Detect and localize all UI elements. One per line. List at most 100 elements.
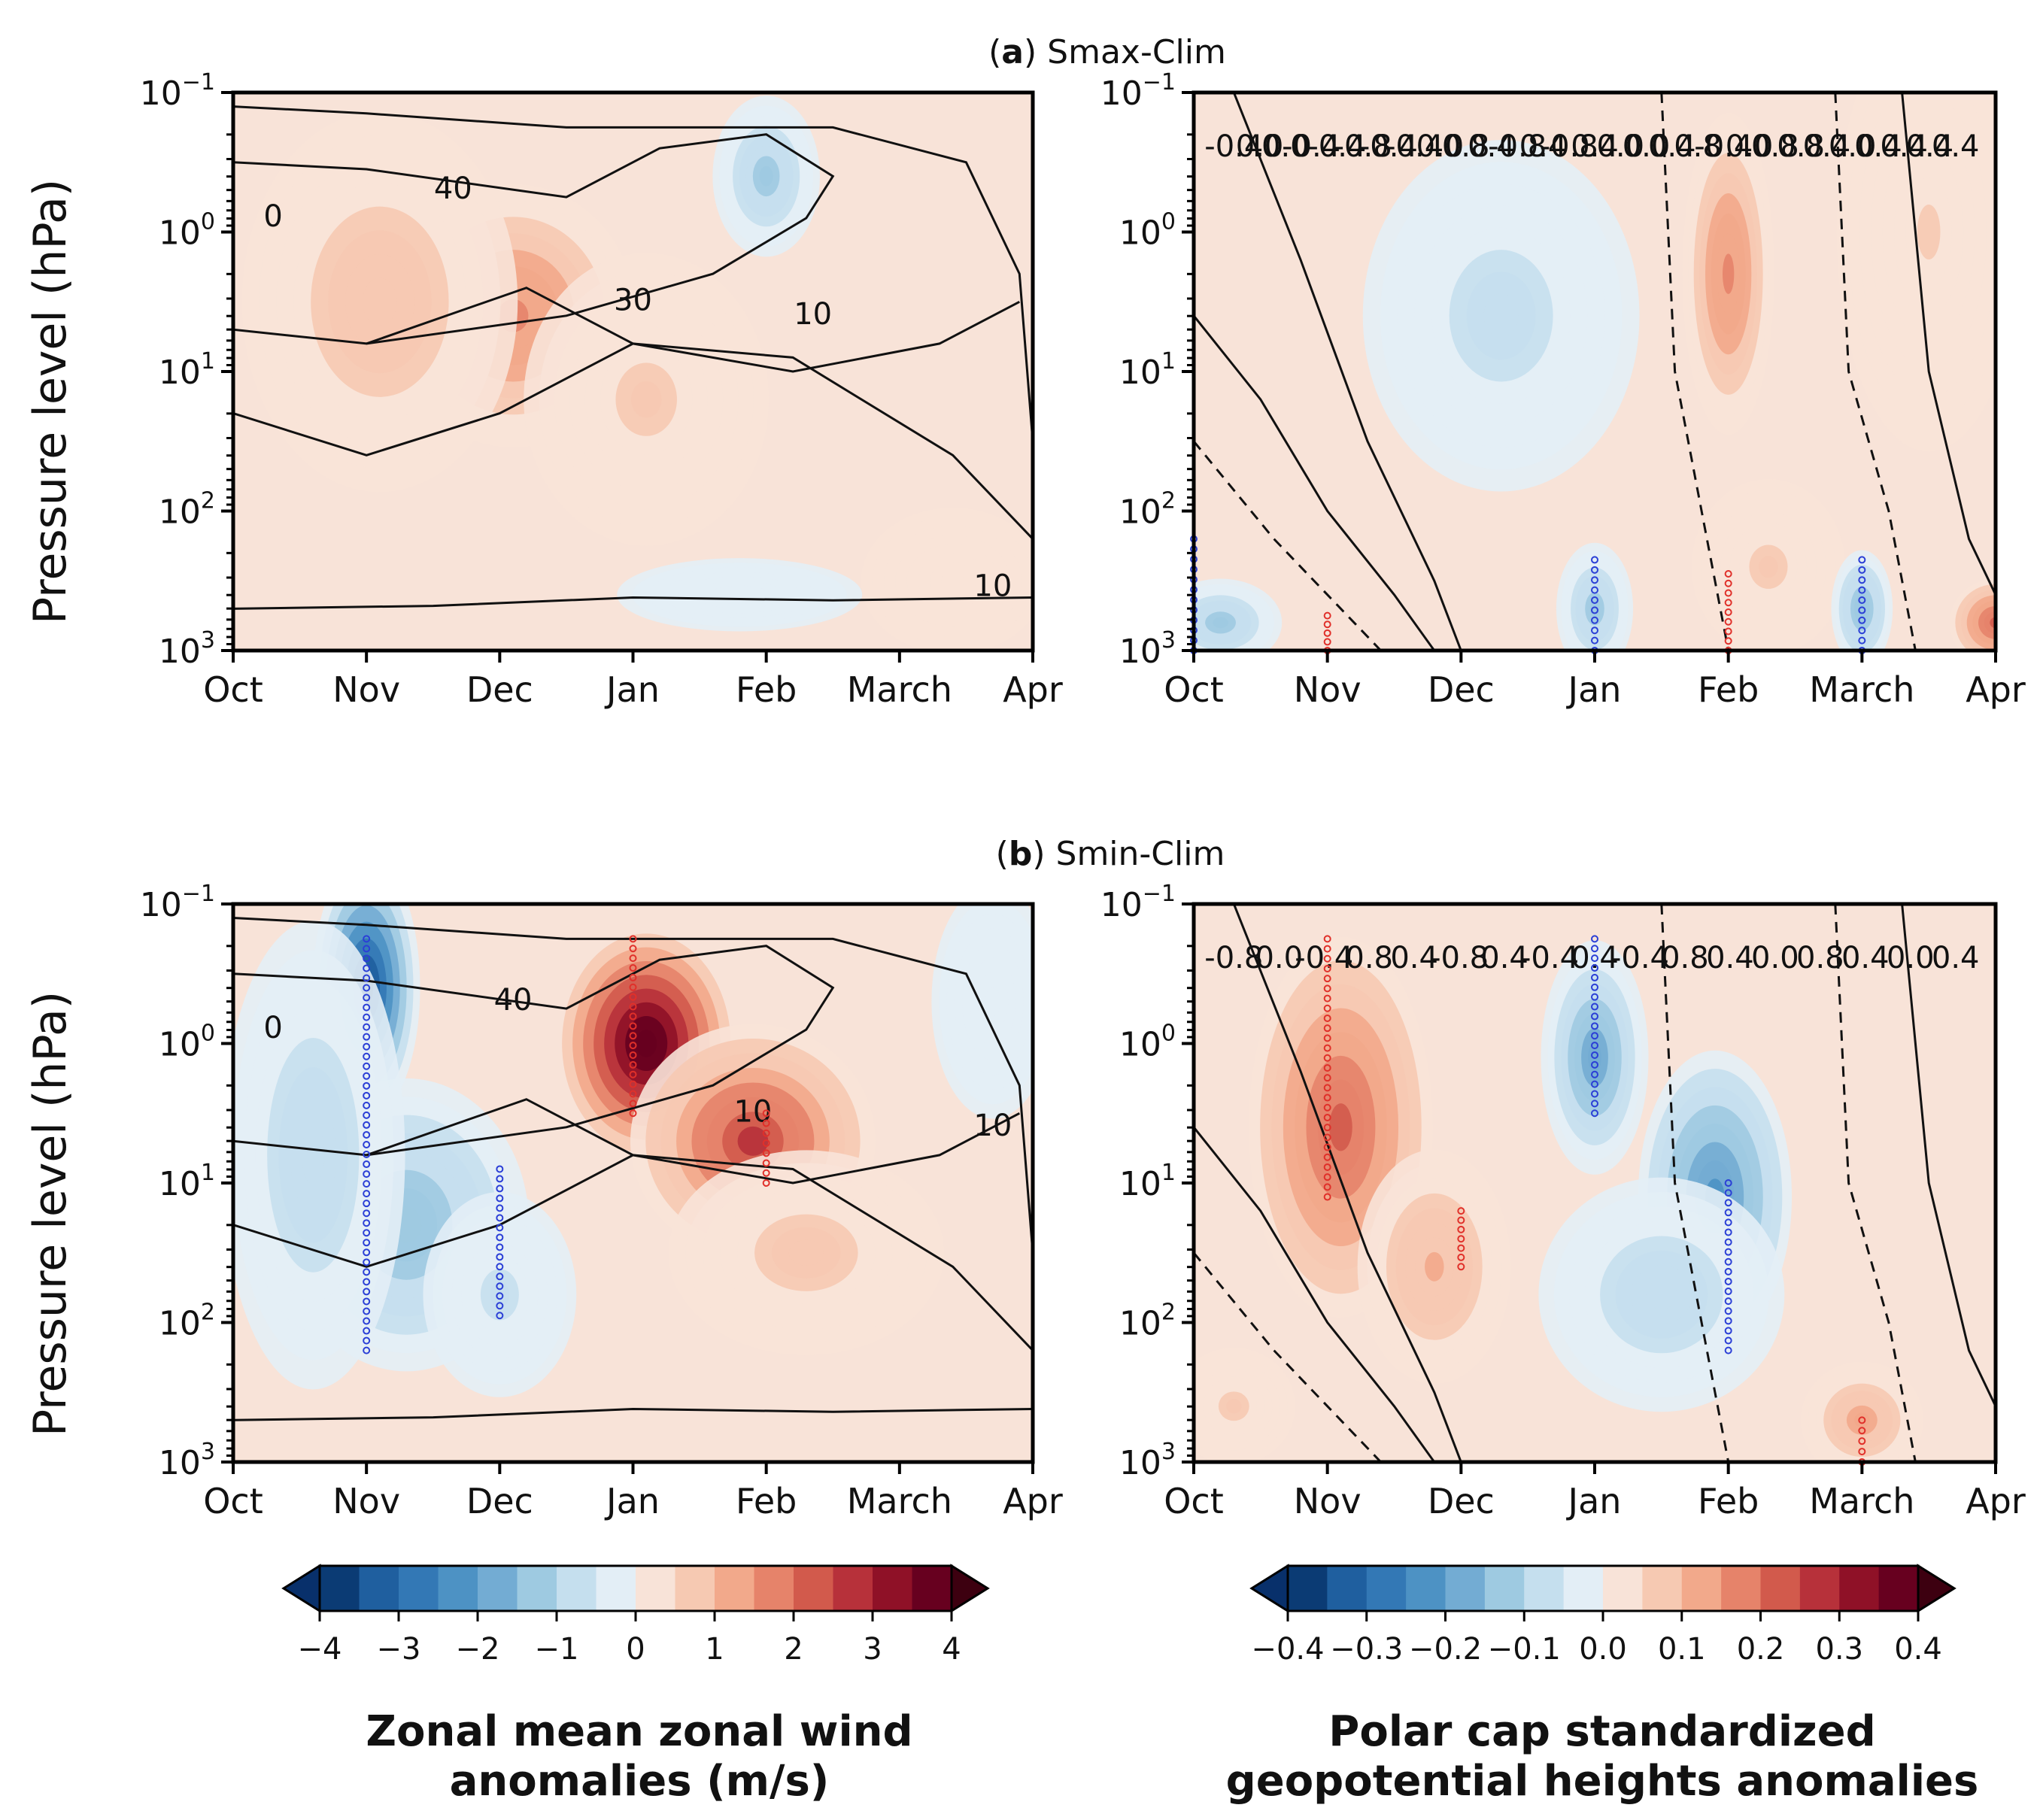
contour-label-13: 0.8 [1796, 941, 1844, 975]
significance-dot-1-9 [496, 1253, 504, 1261]
colorbar-tick-label: 0.1 [1658, 1632, 1706, 1667]
significance-dot-0-24 [363, 1170, 371, 1178]
significance-dot-3-3 [762, 1139, 770, 1147]
colorbar-swatch [1878, 1566, 1919, 1611]
colorbar-swatch [596, 1566, 636, 1611]
colorbar-swatch [1603, 1566, 1643, 1611]
significance-dot-0-9 [1323, 1024, 1331, 1033]
significance-dot-3-7 [1858, 626, 1866, 635]
contour-label-15: 0.0 [1596, 129, 1644, 164]
significance-dot-2-15 [1591, 1080, 1598, 1088]
significance-dot-0-18 [363, 1111, 371, 1119]
significance-dot-2-13 [629, 1060, 637, 1069]
significance-dot-2-14 [629, 1070, 637, 1078]
colorbar-swatch [1760, 1566, 1801, 1611]
anomaly-blob-5 [1213, 617, 1228, 629]
significance-dot-0-4 [363, 974, 371, 982]
significance-dot-0-4 [1323, 975, 1331, 983]
y-tick-label: 101 [159, 1160, 215, 1203]
significance-dot-0-14 [363, 1072, 371, 1080]
significance-dot-0-12 [1323, 1054, 1331, 1062]
contour-label-12: 0.0 [1751, 941, 1799, 975]
contour-label-27: 0.4 [1906, 129, 1954, 164]
colorbar-tick-label: −0.2 [1409, 1632, 1482, 1667]
significance-dot-0-0 [1323, 611, 1331, 620]
anomaly-field [233, 904, 1033, 1462]
y-tick-label: 100 [1119, 209, 1176, 253]
significance-dot-2-5 [629, 983, 637, 991]
colorbar-tick-label: −2 [456, 1632, 500, 1667]
contour-label-21: 0.8 [1751, 129, 1799, 164]
significance-dot-0-18 [1323, 1113, 1331, 1121]
significance-dot-2-5 [1591, 983, 1598, 991]
y-tick-label: 101 [1119, 348, 1176, 392]
significance-dot-2-11 [629, 1042, 637, 1050]
significance-dot-4-2 [1858, 1437, 1866, 1445]
significance-dots [1323, 935, 1866, 1466]
significance-dot-3-6 [762, 1169, 770, 1177]
significance-dot-1-5 [496, 1214, 504, 1222]
significance-dot-2-9 [1591, 1022, 1598, 1030]
significance-dot-1-5 [1457, 1253, 1465, 1261]
panel-a-right: -0.40.00.0-0.4-0.4-0.8-0.4-0.40.00.80.4-… [1100, 69, 2026, 710]
anomaly-blob-2 [302, 1125, 325, 1185]
significance-dot-0-6 [1323, 994, 1331, 1003]
significance-dot-2-0 [1724, 569, 1732, 578]
significance-dot-2-12 [629, 1051, 637, 1059]
significance-dot-1-1 [1457, 1216, 1465, 1224]
colorbar-swatch [1406, 1566, 1446, 1611]
significance-dot-1-8 [496, 1243, 504, 1251]
panel-b-title: (b) Smin-Clim [995, 835, 1225, 873]
y-axis-label-a: Pressure level (hPa) [24, 178, 77, 624]
significance-dot-0-19 [363, 1121, 371, 1129]
significance-dot-0-23 [1323, 1163, 1331, 1171]
contour-line-2 [1232, 904, 1462, 1462]
significance-dot-2-4 [629, 973, 637, 981]
anomaly-blob-0 [1483, 293, 1519, 338]
contour-label-10: 0.8 [1661, 941, 1709, 975]
contour-label-15: 0.0 [1887, 941, 1935, 975]
contour-label-19: -0.4 [1694, 129, 1753, 164]
significance-dot-2-0 [629, 935, 637, 943]
significance-dot-3-17 [1724, 1346, 1732, 1354]
y-axis: 10−1 100 101 102 103 [140, 881, 233, 1482]
panel-b-right: -0.80.0-0.40.80.4-0.80.4-0.40.4-0.40.80.… [1100, 881, 2026, 1521]
x-tick-label: March [1809, 669, 1914, 710]
contour-line-0 [233, 105, 1033, 441]
significance-dot-0-42 [363, 1346, 371, 1354]
significance-dot-3-8 [1858, 636, 1866, 645]
contour-line-1 [233, 945, 835, 1157]
contour-label-0: 0 [263, 1011, 282, 1045]
significance-dot-4-1 [1858, 1427, 1866, 1435]
contour-line-1 [1194, 1251, 1382, 1462]
x-tick-label: Feb [736, 669, 797, 710]
significance-dot-1-0 [1457, 1207, 1465, 1215]
anomaly-blob-7 [985, 987, 1001, 1017]
significance-dot-3-7 [1724, 1248, 1732, 1256]
contour-label-0: -0.8 [1204, 941, 1263, 975]
colorbar-swatch [399, 1566, 439, 1611]
contour-label-23: 0.4 [1803, 129, 1851, 164]
contour-label-5: -0.8 [1430, 941, 1489, 975]
significance-dot-0-1 [363, 945, 371, 953]
significance-dot-3-3 [1724, 1209, 1732, 1217]
colorbar-swatch [1563, 1566, 1604, 1611]
anomaly-blob-0 [1329, 1103, 1352, 1151]
contour-label-3: -0.4 [1282, 129, 1340, 164]
contour-label-3: 10 [794, 297, 832, 332]
significance-dot-3-4 [1724, 1218, 1732, 1227]
x-tick-label: Apr [1966, 669, 2026, 710]
significance-dot-3-13 [1724, 1307, 1732, 1315]
y-axis: 10−1 100 101 102 103 [1100, 881, 1194, 1482]
y-axis: 10−1 100 101 102 103 [140, 69, 233, 671]
colorbar-extend-low [281, 1564, 321, 1613]
significance-dot-0-36 [363, 1288, 371, 1296]
x-tick-label: March [847, 669, 952, 710]
significance-dot-0-19 [1323, 1124, 1331, 1132]
significance-dot-0-11 [1323, 1044, 1331, 1052]
x-tick-label: Dec [1428, 1481, 1495, 1521]
panel-b-left: 0 40 10 10 Oct Nov Dec Jan Feb March Apr 10−1 100 101… [140, 881, 1063, 1521]
significance-dot-1-11 [496, 1272, 504, 1281]
y-tick-label: 10−1 [1100, 881, 1176, 924]
colorbar-tick-label: 2 [784, 1632, 803, 1667]
